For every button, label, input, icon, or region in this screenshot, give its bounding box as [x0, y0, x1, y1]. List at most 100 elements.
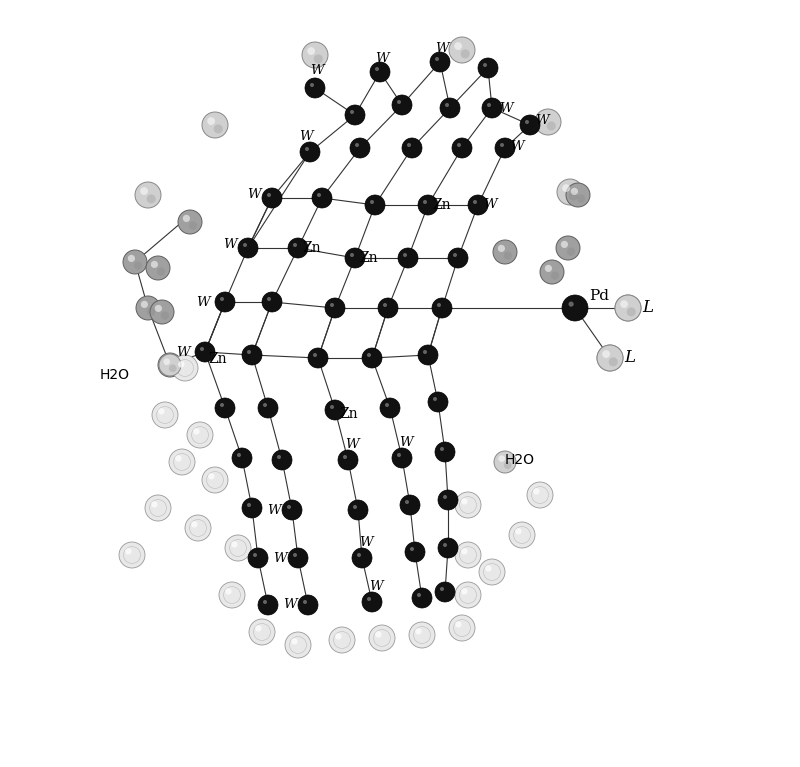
Text: W: W: [359, 535, 373, 548]
Circle shape: [125, 548, 132, 555]
Text: W: W: [435, 41, 449, 54]
Circle shape: [343, 455, 347, 459]
Circle shape: [577, 194, 586, 202]
Circle shape: [219, 582, 245, 608]
Circle shape: [123, 250, 147, 274]
Circle shape: [207, 117, 215, 125]
Circle shape: [141, 301, 148, 308]
Circle shape: [402, 138, 422, 158]
Circle shape: [546, 121, 556, 130]
Circle shape: [479, 559, 505, 585]
Circle shape: [202, 112, 228, 138]
Circle shape: [449, 615, 475, 641]
Circle shape: [369, 625, 395, 651]
Circle shape: [136, 296, 160, 320]
Circle shape: [357, 553, 361, 557]
Circle shape: [412, 588, 432, 608]
Circle shape: [119, 542, 145, 568]
Circle shape: [485, 565, 492, 571]
Circle shape: [461, 498, 468, 505]
Circle shape: [258, 398, 278, 418]
Circle shape: [443, 543, 447, 547]
Circle shape: [155, 304, 162, 312]
Circle shape: [146, 194, 156, 203]
Circle shape: [569, 191, 578, 200]
Circle shape: [272, 450, 292, 470]
Circle shape: [562, 184, 570, 192]
Text: Zn: Zn: [432, 198, 450, 212]
Circle shape: [308, 348, 328, 368]
Circle shape: [220, 403, 224, 407]
Circle shape: [263, 600, 267, 604]
Circle shape: [500, 143, 504, 147]
Circle shape: [303, 600, 307, 604]
Text: W: W: [247, 187, 261, 200]
Circle shape: [620, 300, 628, 308]
Circle shape: [609, 357, 618, 367]
Circle shape: [134, 262, 142, 270]
Circle shape: [440, 98, 460, 118]
Circle shape: [225, 535, 251, 561]
Circle shape: [405, 542, 425, 562]
Circle shape: [348, 500, 368, 520]
Circle shape: [157, 268, 165, 276]
Circle shape: [626, 308, 636, 317]
Circle shape: [482, 98, 502, 118]
Circle shape: [305, 78, 325, 98]
Circle shape: [232, 448, 252, 468]
Circle shape: [461, 588, 468, 594]
Circle shape: [370, 200, 374, 204]
Circle shape: [158, 408, 165, 415]
Circle shape: [175, 455, 182, 462]
Circle shape: [350, 253, 354, 257]
Circle shape: [312, 188, 332, 208]
Circle shape: [189, 222, 197, 230]
Text: W: W: [483, 199, 497, 212]
Text: Zn: Zn: [302, 241, 321, 255]
Circle shape: [455, 492, 481, 518]
Circle shape: [215, 292, 235, 312]
Circle shape: [487, 103, 491, 107]
Circle shape: [433, 397, 437, 401]
Circle shape: [495, 138, 515, 158]
Circle shape: [455, 542, 481, 568]
Circle shape: [620, 300, 628, 308]
Circle shape: [397, 100, 401, 104]
Circle shape: [152, 402, 178, 428]
Circle shape: [454, 42, 462, 50]
Circle shape: [267, 193, 271, 197]
Circle shape: [365, 195, 385, 215]
Circle shape: [498, 456, 505, 462]
Circle shape: [237, 453, 241, 457]
Text: W: W: [223, 238, 237, 251]
Circle shape: [305, 147, 309, 151]
Circle shape: [540, 260, 564, 284]
Circle shape: [135, 182, 161, 208]
Circle shape: [145, 495, 171, 521]
Text: W: W: [310, 64, 324, 77]
Text: W: W: [375, 51, 389, 64]
Circle shape: [185, 515, 211, 541]
Circle shape: [566, 183, 590, 207]
Circle shape: [267, 297, 271, 301]
Circle shape: [410, 547, 414, 551]
Circle shape: [302, 42, 328, 68]
Circle shape: [262, 292, 282, 312]
Circle shape: [417, 593, 421, 597]
Circle shape: [242, 345, 262, 365]
Text: W: W: [369, 580, 383, 592]
Circle shape: [443, 495, 447, 499]
Circle shape: [423, 200, 427, 204]
Circle shape: [409, 622, 435, 648]
Circle shape: [473, 200, 477, 204]
Circle shape: [161, 311, 170, 320]
Circle shape: [288, 238, 308, 258]
Text: W: W: [399, 436, 413, 449]
Circle shape: [202, 467, 228, 493]
Circle shape: [187, 422, 213, 448]
Circle shape: [453, 253, 457, 257]
Text: W: W: [273, 551, 287, 565]
Circle shape: [493, 240, 517, 264]
Text: Zn: Zn: [208, 352, 226, 366]
Text: W: W: [299, 130, 313, 143]
